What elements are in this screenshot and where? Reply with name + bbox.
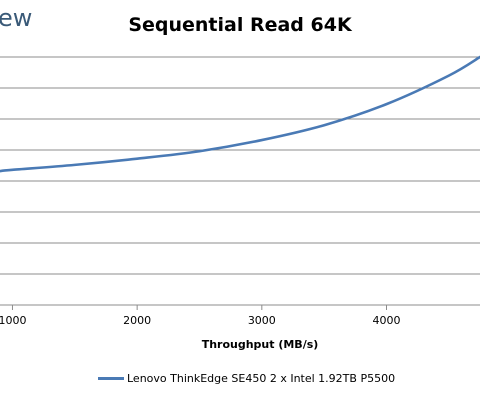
x-tick-label: 1000 [0,314,26,327]
x-tick-label: 2000 [123,314,151,327]
legend: Lenovo ThinkEdge SE450 2 x Intel 1.92TB … [98,372,395,385]
series-line [0,55,480,173]
x-tick-label: 4000 [372,314,400,327]
x-axis-title: Throughput (MB/s) [202,338,319,351]
chart-title: Sequential Read 64K [128,14,352,36]
x-tick-label: 3000 [248,314,276,327]
legend-label: Lenovo ThinkEdge SE450 2 x Intel 1.92TB … [127,372,396,385]
legend-line-swatch [98,377,124,380]
logo-text: ew [0,4,33,32]
